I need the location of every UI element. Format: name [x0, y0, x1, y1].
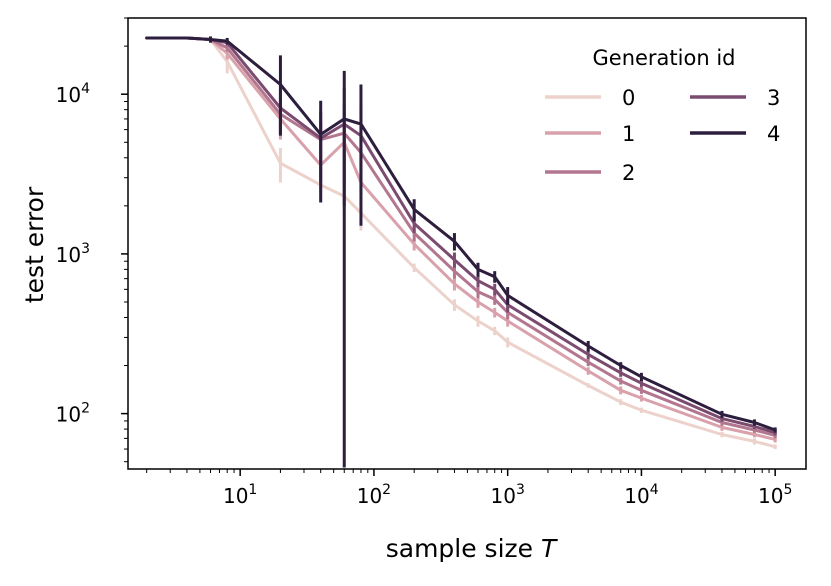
series-3 — [145, 36, 777, 436]
legend-label: 3 — [767, 86, 780, 110]
series-line — [145, 36, 777, 449]
legend-label: 1 — [622, 122, 635, 146]
x-tick-label: 102 — [357, 482, 391, 508]
legend-entry-0: 0 — [545, 86, 635, 110]
x-axis: 101 102 103 104 105 — [146, 469, 792, 508]
x-tick-label: 105 — [758, 482, 792, 508]
y-tick-label: 103 — [56, 241, 90, 267]
legend-label: 4 — [767, 122, 780, 146]
legend-entry-4: 4 — [690, 122, 780, 146]
series-line — [145, 36, 777, 437]
y-tick-label: 104 — [56, 81, 90, 107]
series-line — [145, 36, 777, 435]
x-tick-label: 103 — [490, 482, 524, 508]
legend-entries: 0 1 2 3 4 — [545, 86, 780, 185]
x-tick-label: 104 — [624, 482, 658, 508]
y-axis: 102 103 104 — [56, 17, 128, 463]
series-1 — [145, 36, 777, 443]
series-0 — [145, 36, 777, 450]
series-2 — [145, 36, 777, 439]
series-line — [145, 36, 777, 441]
x-axis-title: sample size T — [386, 534, 558, 563]
series-layer — [145, 36, 777, 468]
legend-label: 2 — [622, 161, 635, 185]
legend-entry-2: 2 — [545, 161, 635, 185]
series-4 — [145, 36, 777, 468]
legend: Generation id 0 1 2 3 4 — [545, 46, 780, 185]
legend-entry-1: 1 — [545, 122, 635, 146]
legend-title: Generation id — [593, 46, 736, 70]
series-line — [145, 36, 777, 432]
plot-frame — [127, 17, 807, 470]
x-tick-label: 101 — [223, 482, 257, 508]
y-axis-title: test error — [20, 186, 49, 303]
legend-entry-3: 3 — [690, 86, 780, 110]
y-tick-label: 102 — [56, 401, 90, 427]
legend-label: 0 — [622, 86, 635, 110]
